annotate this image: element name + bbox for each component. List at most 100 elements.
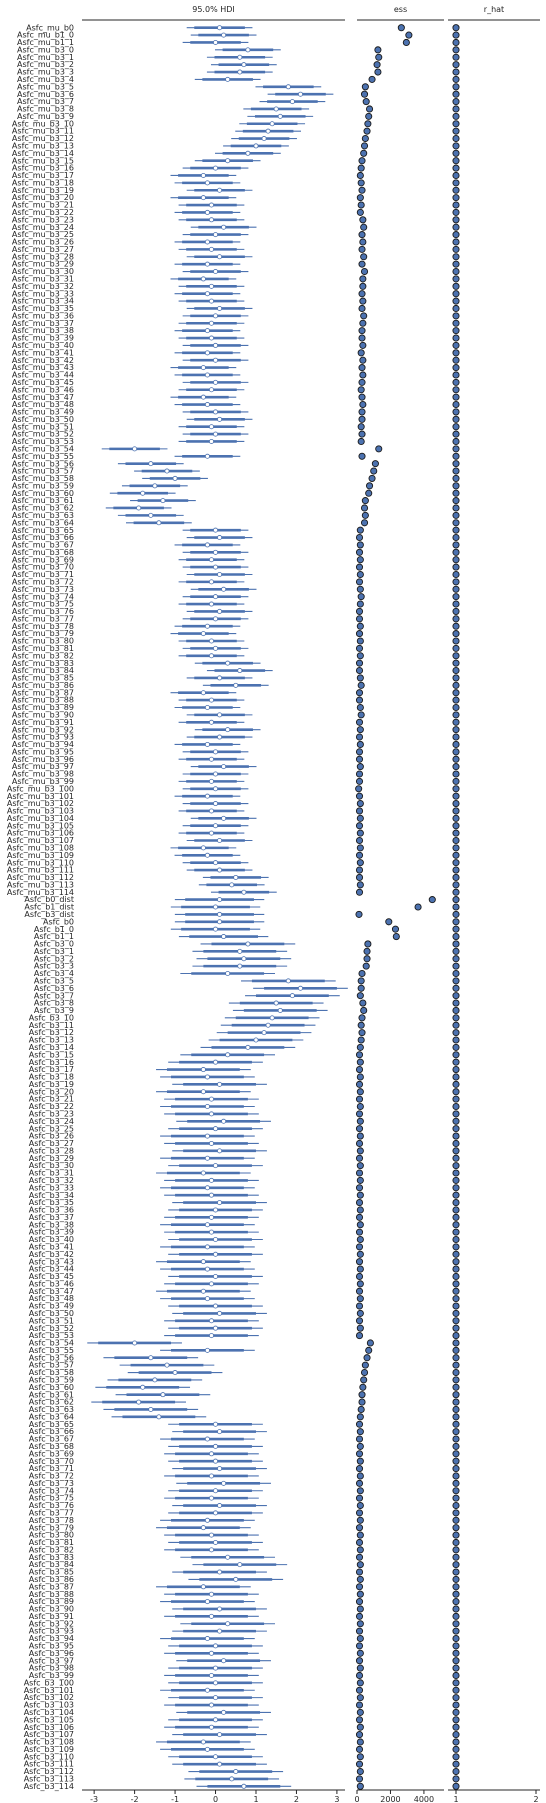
hdi-mean-point (213, 1717, 219, 1723)
ess-point (356, 1649, 364, 1657)
rhat-point (452, 127, 460, 135)
row-label: Asfc_b3_58 (29, 1368, 74, 1377)
row-label: Asfc_mu_b3_88 (12, 696, 74, 705)
ess-point (357, 201, 365, 209)
hdi-mean-point (217, 1466, 223, 1472)
row-label: Asfc_b3_96 (29, 1649, 74, 1658)
hdi-mean-point (213, 313, 219, 319)
row-label: Asfc_b3_81 (29, 1538, 74, 1547)
row-label: Asfc_mu_b3_60 (12, 489, 74, 498)
hdi-mean-point (208, 1096, 214, 1102)
hdi-mean-point (208, 1318, 214, 1324)
rhat-point (452, 873, 460, 881)
row-label: Asfc_b3_92 (29, 1619, 74, 1628)
rhat-point (452, 460, 460, 468)
row-label: Asfc_mu_b3_16 (12, 164, 74, 173)
row-label: Asfc_mu_b3_81 (12, 644, 74, 653)
ess-point (363, 947, 371, 955)
hdi-mean-point (200, 1288, 206, 1294)
hdi-mean-point (297, 91, 303, 97)
rhat-point (452, 1546, 460, 1554)
hdi-mean-point (200, 845, 206, 851)
hdi-mean-point (217, 837, 223, 843)
rhat-point (452, 437, 460, 446)
row-label: Asfc_mu_b3_104 (7, 814, 74, 823)
row-label: Asfc_mu_b3_108 (7, 843, 74, 852)
row-label: Asfc_mu_b3_97 (12, 762, 74, 771)
hdi-mean-point (213, 904, 219, 910)
row-label: Asfc_mu_b3_72 (12, 577, 74, 586)
row-label: Asfc_mu_b3_50 (12, 415, 74, 424)
ess-point (356, 556, 364, 564)
row-label: Asfc_mu_b3_45 (12, 378, 74, 387)
rhat-point (452, 1080, 460, 1088)
hdi-mean-point (172, 1370, 178, 1376)
rhat-point (452, 896, 460, 904)
rhat-point (452, 134, 460, 143)
row-label: Asfc_mu_b3_82 (12, 651, 74, 660)
ess-point (355, 1465, 364, 1473)
rhat-point (452, 1317, 460, 1325)
ess-point (359, 238, 367, 246)
rhat-point (452, 969, 460, 978)
hdi-mean-point (204, 1436, 210, 1442)
hdi-mean-point (237, 948, 243, 954)
row-label: Asfc_mu_b3_48 (12, 400, 74, 409)
ess-point (356, 622, 364, 630)
rhat-point (452, 652, 460, 660)
rhat-point (452, 1753, 460, 1761)
ess-point (356, 1324, 364, 1332)
rhat-point (452, 1731, 460, 1739)
rhat-point (452, 859, 460, 867)
rhat-point (452, 807, 460, 815)
row-label: Asfc_b3_80 (29, 1531, 74, 1540)
row-label: Asfc_mu_b3_94 (12, 740, 74, 749)
row-label: Asfc_mu_b3_79 (12, 629, 74, 638)
rhat-point (452, 194, 460, 202)
tick-label-rhat: 2 (533, 1795, 538, 1803)
rhat-point (452, 1006, 460, 1014)
ess-point (356, 1043, 364, 1051)
row-label: Asfc_mu_b3_17 (12, 171, 74, 180)
rhat-point (452, 83, 460, 91)
row-label: Asfc_b3_32 (29, 1176, 74, 1185)
hdi-mean-point (208, 1672, 214, 1678)
hdi-mean-point (229, 882, 235, 888)
ess-point (359, 297, 367, 305)
ess-point (356, 1546, 364, 1554)
row-label: Asfc_mu_b3_0 (17, 45, 74, 54)
rhat-point (452, 68, 460, 76)
row-label: Asfc_b3_16 (29, 1058, 74, 1067)
ess-point (355, 910, 363, 918)
ess-point (355, 770, 364, 778)
rhat-point (452, 1332, 460, 1340)
rhat-point (452, 1716, 460, 1724)
row-label: Asfc_mu_b3_64 (12, 518, 74, 527)
ess-point (356, 652, 364, 660)
ess-point (357, 984, 365, 992)
ess-point (355, 666, 364, 675)
hdi-mean-point (200, 1584, 206, 1590)
hdi-mean-point (208, 283, 214, 289)
hdi-mean-point (208, 1547, 214, 1553)
hdi-mean-point (273, 1000, 279, 1006)
row-label: Asfc_mu_b3_112 (7, 873, 74, 882)
ess-point (356, 1250, 364, 1258)
hdi-mean-point (204, 1133, 210, 1139)
hdi-mean-point (208, 1214, 214, 1220)
hdi-mean-point (204, 291, 210, 297)
row-label: Asfc_b3_33 (29, 1183, 74, 1192)
rhat-point (452, 164, 460, 172)
hdi-mean-point (208, 557, 214, 563)
row-label: Asfc_mu_b3_114 (7, 888, 74, 897)
ess-point (355, 1642, 364, 1650)
rhat-point (452, 393, 460, 401)
rhat-point (452, 1361, 460, 1369)
row-label: Asfc_b3_14 (29, 1043, 74, 1052)
ess-point (358, 430, 366, 438)
row-label: Asfc_mu_b3_83 (12, 659, 74, 668)
rhat-point (452, 1745, 460, 1753)
hdi-mean-point (241, 889, 247, 895)
hdi-mean-point (148, 1355, 154, 1361)
row-label: Asfc_mu_b3_6 (17, 90, 74, 99)
